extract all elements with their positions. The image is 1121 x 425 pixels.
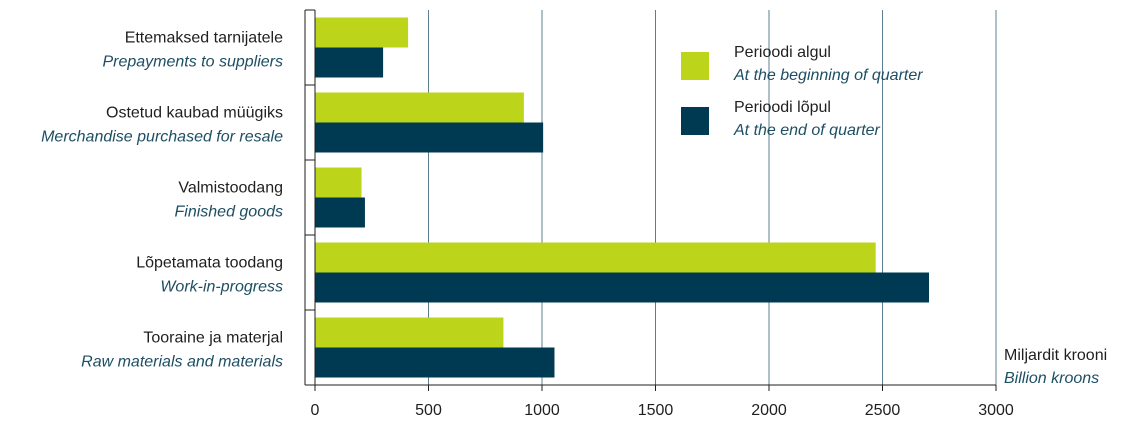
- unit-label-text: Miljardit krooni: [1004, 347, 1107, 364]
- category-sublabel-1: Merchandise purchased for resale: [41, 129, 283, 146]
- bar-end-0: [315, 47, 384, 78]
- bar-beginning-0: [315, 17, 409, 48]
- category-sublabel-2: Finished goods: [174, 204, 283, 221]
- category-label-0: Ettemaksed tarnijatele: [125, 30, 283, 47]
- category-sublabel-4: Raw materials and materials: [81, 354, 283, 371]
- bar-end-3: [315, 272, 930, 303]
- x-tick-label-0: 0: [311, 402, 320, 419]
- unit-label: Miljardit krooni Billion kroons: [1004, 347, 1107, 387]
- legend-swatch-1: [681, 107, 709, 135]
- bar-end-1: [315, 122, 544, 153]
- legend: Perioodi algul At the beginning of quarte…: [681, 44, 923, 139]
- x-tick-label-2000: 2000: [751, 402, 787, 419]
- bar-end-2: [315, 197, 365, 228]
- category-label-1: Ostetud kaubad müügiks: [106, 105, 283, 122]
- unit-sublabel-text: Billion kroons: [1004, 370, 1099, 387]
- axis-layer: 0 500 1000 1500 2000 2500 3000: [304, 9, 1014, 419]
- category-sublabel-3: Work-in-progress: [160, 279, 283, 296]
- bar-beginning-3: [315, 242, 876, 273]
- legend-sublabel-0: At the beginning of quarter: [733, 67, 923, 84]
- legend-sublabel-1: At the end of quarter: [733, 122, 881, 139]
- bar-beginning-4: [315, 317, 504, 348]
- category-labels: Ettemaksed tarnijatele Prepayments to sup…: [41, 30, 283, 371]
- bar-beginning-2: [315, 167, 362, 198]
- x-tick-label-1500: 1500: [638, 402, 674, 419]
- category-label-4: Tooraine ja materjal: [143, 330, 283, 347]
- legend-label-1: Perioodi lõpul: [734, 99, 831, 116]
- x-tick-label-500: 500: [415, 402, 442, 419]
- category-label-3: Lõpetamata toodang: [136, 255, 283, 272]
- bar-end-4: [315, 347, 555, 378]
- category-label-2: Valmistoodang: [178, 180, 283, 197]
- x-tick-label-3000: 3000: [978, 402, 1014, 419]
- legend-label-0: Perioodi algul: [734, 44, 831, 61]
- bar-layer: [315, 17, 930, 378]
- x-tick-label-2500: 2500: [865, 402, 901, 419]
- bar-beginning-1: [315, 92, 524, 123]
- legend-swatch-0: [681, 52, 709, 80]
- category-sublabel-0: Prepayments to suppliers: [102, 54, 283, 71]
- x-tick-label-1000: 1000: [524, 402, 560, 419]
